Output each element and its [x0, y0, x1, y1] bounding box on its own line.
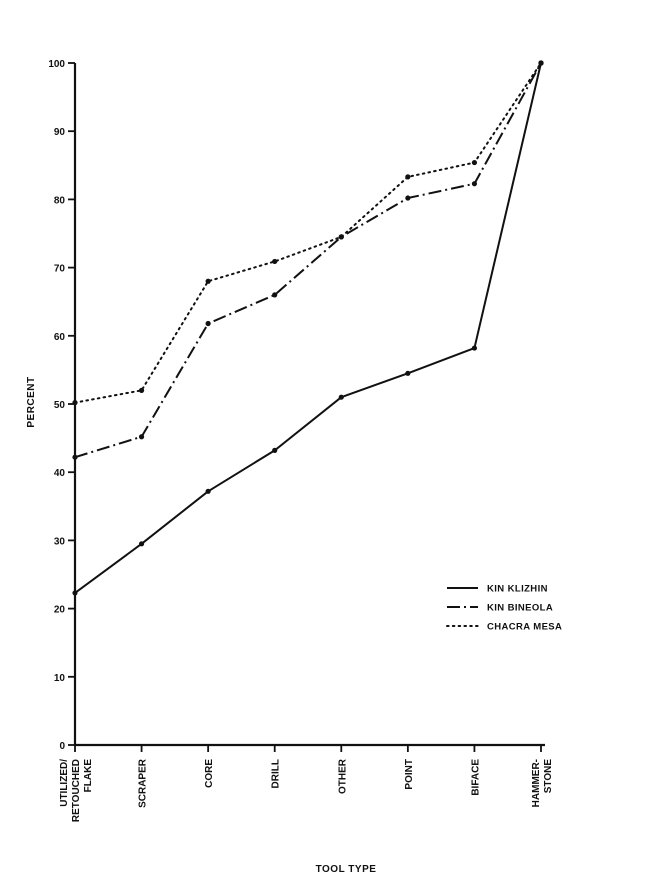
x-tick-label-line: CORE: [204, 759, 215, 788]
axes: 0 10 20 30 40 50 60 70 80 90 100 UTILIZED/RETOUCHED…: [48, 59, 554, 822]
x-tick-label: POINT: [404, 759, 415, 790]
y-tick-label: 90: [54, 127, 66, 138]
x-tick-label-line: DRILL: [271, 759, 282, 788]
y-tick-label: 100: [48, 59, 65, 70]
data-point: [471, 181, 478, 187]
data-point: [338, 394, 344, 400]
x-tick-label: CORE: [204, 759, 215, 788]
data-point: [138, 434, 145, 440]
y-tick-label: 40: [54, 468, 66, 479]
y-axis-label: PERCENT: [26, 376, 37, 427]
legend-label: CHACRA MESA: [487, 622, 562, 633]
x-tick-label-line: FLAKE: [83, 759, 94, 793]
x-tick-label-line: SCRAPER: [138, 758, 149, 808]
legend-label: KIN BINEOLA: [487, 603, 553, 614]
x-tick-label: HAMMER- STONE: [531, 759, 554, 808]
data-point: [205, 488, 211, 494]
data-point: [272, 292, 278, 298]
x-tick-label: DRILL: [271, 759, 282, 788]
x-axis-label: TOOL TYPE: [316, 864, 377, 875]
data-point: [72, 590, 78, 596]
data-point: [538, 60, 544, 66]
x-tick-label-line: BIFACE: [470, 759, 481, 796]
data-point: [405, 370, 411, 376]
data-point: [205, 278, 211, 284]
data-point: [405, 174, 411, 180]
data-point: [405, 195, 411, 201]
series-layer: [72, 60, 544, 596]
x-tick-label-line: POINT: [404, 759, 415, 790]
x-tick-label-line: UTILIZED/: [59, 759, 70, 807]
legend: KIN KLIZHIN KIN BINEOLA CHACRA MESA: [446, 584, 562, 633]
data-point: [138, 387, 145, 393]
series-line-kin-klizhin: [74, 62, 542, 594]
y-tick-label: 20: [54, 605, 66, 616]
data-point: [338, 234, 344, 240]
y-tick-label: 10: [54, 673, 66, 684]
data-point: [471, 159, 478, 166]
x-tick-label: OTHER: [337, 758, 348, 794]
x-tick-label: UTILIZED/RETOUCHED FLAKE: [59, 759, 94, 822]
x-tick-label-line: OTHER: [337, 758, 348, 794]
data-point: [272, 447, 278, 453]
data-point: [138, 541, 145, 547]
y-tick-label: 60: [54, 332, 66, 343]
x-tick-label-line: HAMMER-: [531, 759, 542, 807]
data-point: [205, 320, 211, 327]
x-tick-label-line: RETOUCHED: [71, 759, 82, 822]
series-line-kin-bineola: [74, 62, 542, 459]
y-tick-label: 80: [54, 195, 66, 206]
y-tick-label: 0: [59, 741, 65, 752]
y-tick-label: 50: [54, 400, 66, 411]
data-point: [471, 345, 478, 351]
x-tick-label: BIFACE: [470, 759, 481, 796]
x-tick-label-line: STONE: [543, 759, 554, 794]
x-tick-label: SCRAPER: [138, 758, 149, 808]
data-point: [72, 454, 78, 460]
y-tick-label: 70: [54, 264, 66, 275]
data-point: [72, 400, 78, 406]
data-point: [272, 258, 278, 265]
series-line-chacra-mesa: [74, 62, 542, 404]
y-tick-label: 30: [54, 536, 66, 547]
legend-label: KIN KLIZHIN: [487, 584, 548, 595]
